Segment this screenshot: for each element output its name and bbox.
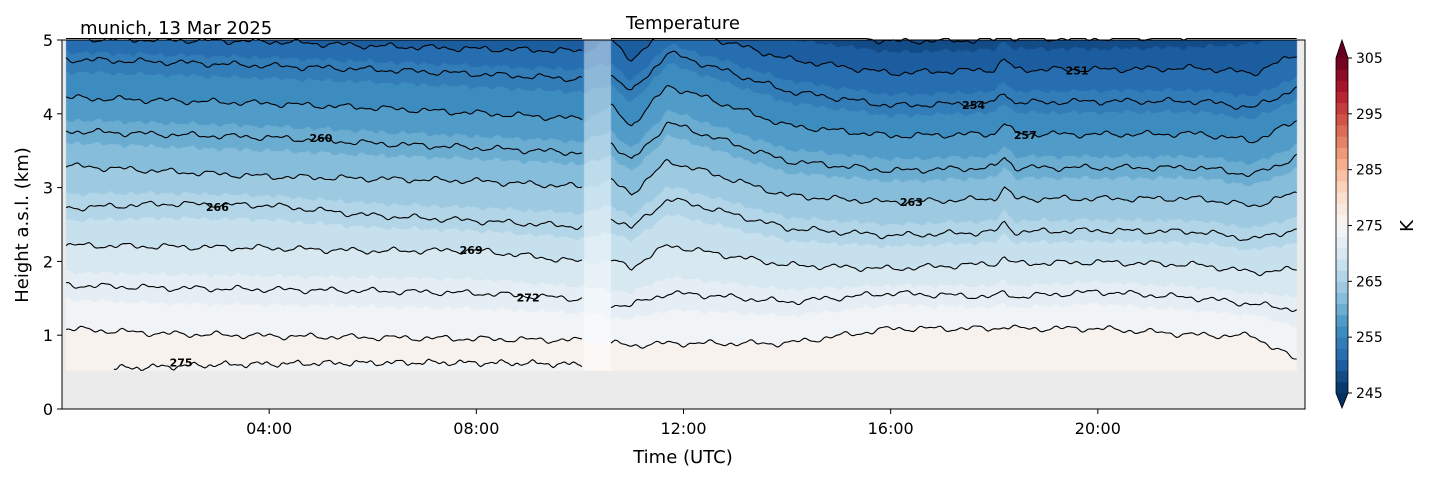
contour-label-251: 251 bbox=[1066, 65, 1089, 78]
contour-label-260: 260 bbox=[309, 132, 332, 145]
contour-line-251 bbox=[610, 37, 1297, 77]
colorbar-band bbox=[1336, 292, 1348, 305]
colorbar-band bbox=[1336, 236, 1348, 249]
y-tick-label: 4 bbox=[43, 105, 53, 124]
contour-label-269: 269 bbox=[460, 244, 483, 257]
y-axis-label: Height a.s.l. (km) bbox=[12, 147, 33, 303]
colorbar-tick-label: 295 bbox=[1356, 107, 1383, 123]
contour-line-266 bbox=[65, 200, 583, 230]
contour-label-254: 254 bbox=[962, 99, 985, 112]
contour-label-275: 275 bbox=[170, 356, 193, 369]
colorbar-band bbox=[1336, 314, 1348, 327]
contour-line-260 bbox=[610, 121, 1297, 177]
contour-lines bbox=[65, 37, 1298, 371]
colorbar-band bbox=[1336, 337, 1348, 349]
colorbar: 245 255 265 275 285 295 305 bbox=[1335, 38, 1383, 410]
x-tick-label: 12:00 bbox=[660, 419, 706, 438]
chart-title: Temperature bbox=[625, 13, 740, 34]
colorbar-band bbox=[1336, 102, 1348, 115]
contour-line-257 bbox=[65, 94, 583, 121]
colorbar-band bbox=[1336, 180, 1348, 193]
colorbar-band bbox=[1336, 80, 1348, 92]
y-tick-label: 0 bbox=[43, 400, 53, 419]
contour-label-272: 272 bbox=[517, 292, 540, 305]
colorbar-band bbox=[1336, 225, 1348, 238]
contour-line-263 bbox=[610, 158, 1297, 208]
colorbar-extend-min bbox=[1336, 393, 1348, 408]
contour-labels: 251 254 257 260 263 266 269 272 275 bbox=[170, 65, 1089, 370]
y-tick-label: 2 bbox=[43, 252, 53, 271]
contour-line-269 bbox=[65, 242, 583, 263]
colorbar-tick-label: 305 bbox=[1356, 51, 1383, 67]
x-tick-label: 08:00 bbox=[453, 419, 499, 438]
colorbar-band bbox=[1336, 203, 1348, 215]
colorbar-band bbox=[1336, 370, 1348, 383]
colorbar-band bbox=[1336, 214, 1348, 226]
contour-line-248 bbox=[611, 37, 1297, 45]
colorbar-band bbox=[1336, 169, 1348, 182]
y-tick-label: 5 bbox=[43, 31, 53, 50]
contour-line-272 bbox=[66, 281, 583, 302]
y-tick-label: 3 bbox=[43, 179, 53, 198]
colorbar-band bbox=[1336, 58, 1348, 70]
contour-label-263: 263 bbox=[900, 196, 923, 209]
contour-line-272 bbox=[610, 289, 1297, 313]
contour-line-257 bbox=[610, 85, 1297, 144]
colorbar-band bbox=[1336, 270, 1348, 282]
colorbar-band bbox=[1336, 113, 1348, 126]
colorbar-band bbox=[1336, 303, 1348, 316]
colorbar-tick-label: 275 bbox=[1356, 219, 1383, 235]
y-tick-label: 1 bbox=[43, 326, 53, 345]
colorbar-tick-label: 265 bbox=[1356, 274, 1383, 290]
colorbar-band bbox=[1336, 136, 1348, 148]
contour-line-266 bbox=[610, 197, 1297, 242]
colorbar-extend-max bbox=[1336, 40, 1348, 58]
colorbar-tick-label: 285 bbox=[1356, 163, 1383, 179]
contour-line-275 bbox=[65, 325, 583, 344]
contour-line-275-inversion bbox=[113, 358, 583, 371]
colorbar-band bbox=[1336, 158, 1348, 171]
colorbar-band bbox=[1336, 192, 1348, 204]
colorbar-band bbox=[1336, 91, 1348, 104]
chart-subtitle: munich, 13 Mar 2025 bbox=[80, 18, 272, 39]
contour-line-260 bbox=[65, 128, 583, 156]
x-axis-label: Time (UTC) bbox=[632, 447, 733, 468]
y-axis-ticks: 0 1 2 3 4 5 bbox=[43, 31, 62, 419]
colorbar-band bbox=[1336, 247, 1348, 260]
colorbar-tick-label: 255 bbox=[1356, 330, 1383, 346]
colorbar-label: K bbox=[1397, 219, 1418, 232]
contour-label-257: 257 bbox=[1014, 129, 1037, 142]
colorbar-band bbox=[1336, 147, 1348, 159]
x-tick-label: 04:00 bbox=[246, 419, 292, 438]
contour-line-263 bbox=[65, 162, 583, 189]
colorbar-band bbox=[1336, 348, 1348, 360]
colorbar-band bbox=[1336, 326, 1348, 338]
colorbar-band bbox=[1336, 281, 1348, 293]
contour-label-266: 266 bbox=[206, 201, 229, 214]
contour-line-251 bbox=[66, 37, 583, 54]
contour-line-275 bbox=[610, 324, 1297, 360]
contour-line-254 bbox=[610, 50, 1298, 110]
x-tick-label: 16:00 bbox=[868, 419, 914, 438]
plot-frame bbox=[61, 39, 1306, 410]
colorbar-band bbox=[1336, 125, 1348, 137]
colorbar-band bbox=[1336, 359, 1348, 372]
colorbar-band bbox=[1336, 69, 1348, 81]
x-tick-label: 20:00 bbox=[1075, 419, 1121, 438]
colorbar-tick-label: 245 bbox=[1356, 386, 1383, 402]
colorbar-band bbox=[1336, 381, 1348, 394]
colorbar-band bbox=[1336, 259, 1348, 271]
contour-line-269 bbox=[610, 244, 1297, 277]
x-axis-ticks: 04:00 08:00 12:00 16:00 20:00 bbox=[246, 409, 1121, 438]
contour-line-254 bbox=[65, 56, 583, 82]
